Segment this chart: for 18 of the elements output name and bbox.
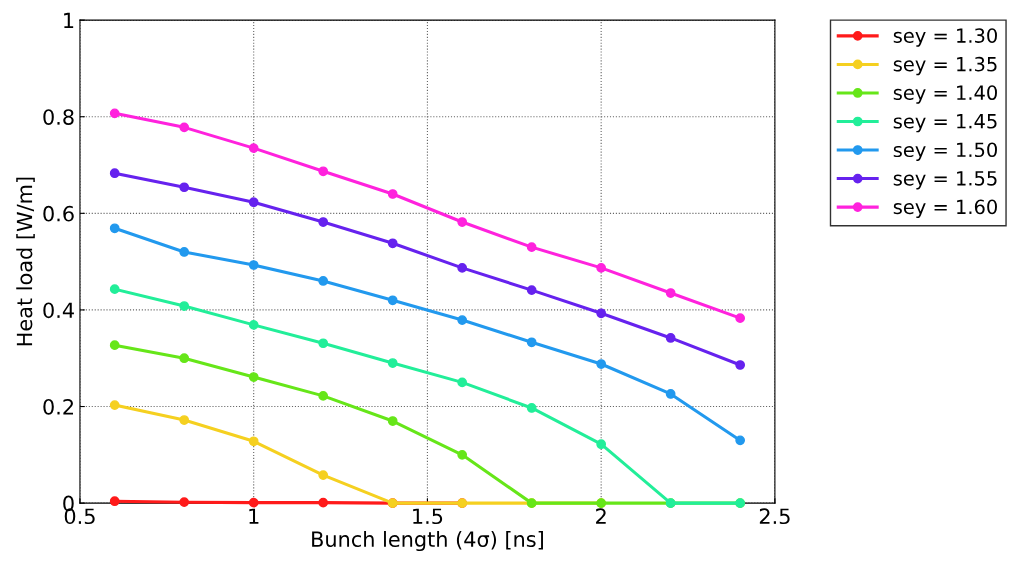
legend-label: sey = 1.45 [893, 114, 997, 133]
y-axis-title: Heat load [W/m] [16, 177, 35, 346]
legend-label: sey = 1.30 [893, 28, 997, 47]
x-tick-label: 2.5 [759, 508, 790, 525]
x-axis-title: Bunch length (4σ) [ns] [312, 530, 543, 552]
y-tick-label: 0.8 [43, 109, 74, 125]
x-tick-label: 1 [249, 508, 259, 524]
y-tick-label: 1 [64, 12, 74, 29]
y-tick-label: 0.4 [43, 302, 74, 319]
x-tick-label: 2 [596, 508, 606, 524]
y-tick-label: 0.2 [43, 398, 73, 415]
legend-label: sey = 1.50 [893, 142, 997, 161]
legend-label: sey = 1.35 [893, 56, 997, 76]
x-tick-label: 1.5 [413, 508, 443, 525]
y-tick-label: 0.6 [43, 205, 74, 222]
legend-label: sey = 1.55 [893, 171, 997, 190]
legend-label: sey = 1.60 [893, 199, 997, 218]
legend-label: sey = 1.40 [893, 85, 997, 104]
